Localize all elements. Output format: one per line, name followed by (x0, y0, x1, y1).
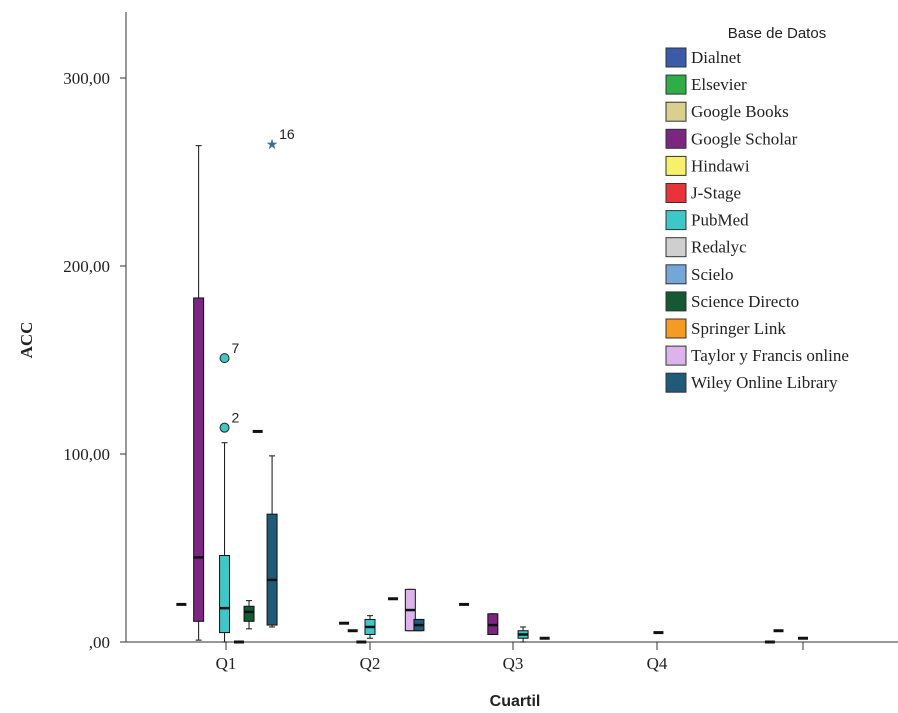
x-tick-label: Q4 (647, 654, 668, 673)
legend-swatch (665, 155, 687, 176)
y-tick-label: 300,00 (63, 69, 110, 88)
legend-label: Taylor y Francis online (691, 346, 849, 365)
y-tick-label: 100,00 (63, 445, 110, 464)
legend-title: Base de Datos (728, 25, 826, 42)
x-axis-title: Cuartil (490, 693, 541, 710)
legend-label: PubMed (691, 211, 749, 230)
legend-label: Science Directo (691, 292, 799, 311)
legend-label: Wiley Online Library (691, 373, 838, 392)
box-google-scholar-q3 (487, 613, 499, 635)
box-wiley-online-library-q1 (266, 455, 278, 628)
box-body (193, 297, 205, 622)
box-pubmed-q2 (364, 615, 376, 639)
x-tick-label: Q2 (360, 654, 381, 673)
outlier-circle-marker (219, 422, 230, 433)
legend-swatch (665, 183, 687, 203)
y-axis-title: ACC (17, 322, 36, 359)
box-body (243, 605, 255, 622)
legend-swatch (665, 210, 687, 231)
legend-swatch (665, 47, 687, 68)
x-axis: Q1 Q2 Q3 Q4 (216, 642, 804, 673)
y-axis: ,00 100,00 200,00 300,00 (63, 69, 126, 652)
legend-swatch (665, 291, 687, 312)
legend: Base de Datos Dialnet Elsevier Google Book… (665, 25, 849, 393)
legend-swatch (665, 372, 687, 393)
legend-label: Google Books (691, 102, 789, 121)
legend-swatch (665, 264, 687, 285)
legend-label: Redalyc (691, 238, 747, 257)
legend-swatch (665, 101, 687, 122)
outlier-star-marker: ★ (266, 137, 279, 153)
y-tick-label: 200,00 (63, 257, 110, 276)
outlier-circle-marker (219, 353, 230, 364)
x-tick-label: Q1 (216, 654, 237, 673)
legend-label: Scielo (691, 265, 734, 284)
legend-label: Dialnet (691, 48, 741, 67)
boxes-layer (176, 145, 808, 644)
box-google-scholar-q1 (193, 145, 205, 641)
box-body (266, 513, 278, 626)
legend-swatch (665, 345, 687, 366)
box-science-directo-q1 (243, 600, 255, 630)
legend-label: J-Stage (691, 184, 741, 203)
box-pubmed-q3 (517, 626, 529, 643)
legend-label: Hindawi (691, 156, 750, 175)
box-body (219, 555, 231, 634)
legend-swatch (665, 128, 687, 149)
box-taylor-y-francis-online-q2 (404, 588, 416, 632)
outliers-layer: 7 2 ★16 (219, 126, 295, 433)
x-tick-label: Q3 (503, 654, 524, 673)
outlier-label: 2 (232, 410, 240, 426)
box-wiley-online-library-q2 (413, 618, 425, 632)
outlier-label: 7 (232, 340, 240, 356)
legend-label: Elsevier (691, 75, 747, 94)
legend-label: Google Scholar (691, 129, 798, 148)
outlier-label: 16 (279, 126, 295, 142)
legend-label: Springer Link (691, 319, 786, 338)
legend-swatch (665, 318, 687, 339)
legend-swatch (665, 74, 687, 95)
legend-swatch (665, 237, 687, 258)
y-tick-label: ,00 (89, 633, 110, 652)
box-pubmed-q1 (219, 442, 231, 643)
